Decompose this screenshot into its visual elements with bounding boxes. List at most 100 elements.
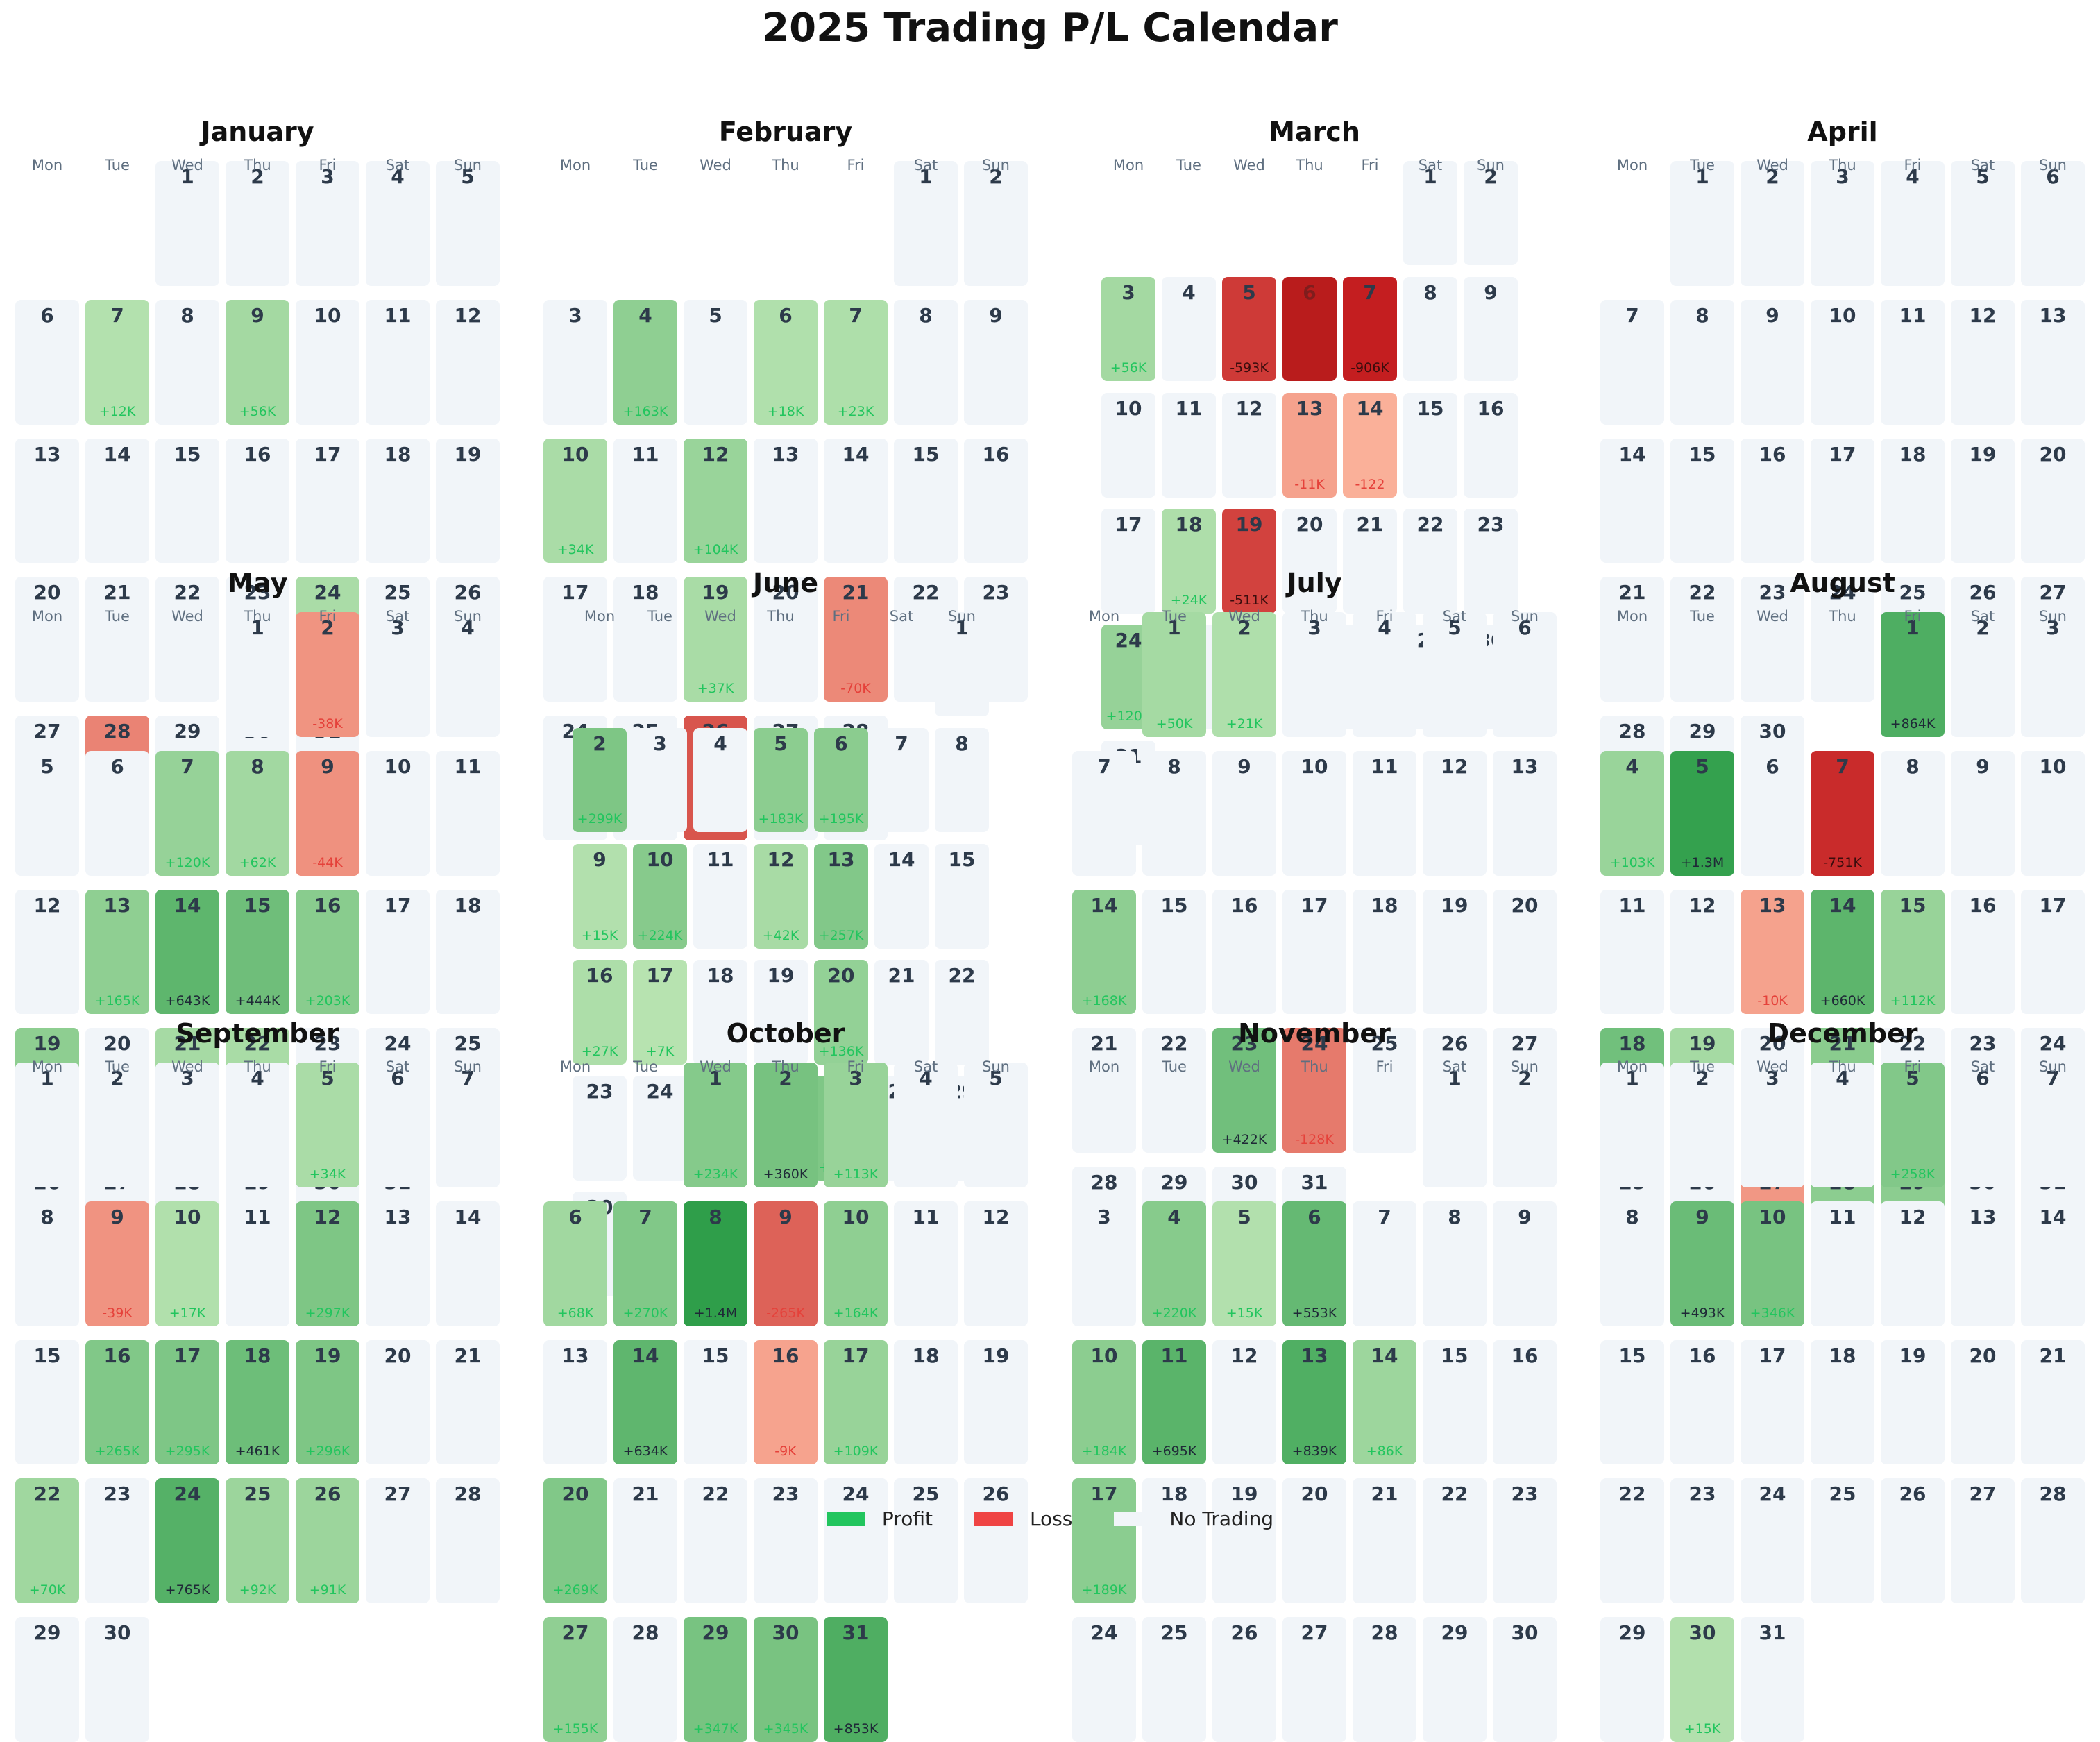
calendar-day-cell: 14 +168K — [1072, 889, 1136, 1015]
day-number: 14 — [1618, 442, 1646, 466]
day-number: 3 — [849, 1067, 863, 1090]
calendar-day-cell: 26 — [1881, 1478, 1945, 1604]
day-number: 2 — [1976, 616, 1990, 639]
calendar-day-cell: 1 — [1403, 161, 1457, 266]
calendar-day-cell: 19 — [1423, 889, 1487, 1015]
day-number: 1 — [1906, 616, 1920, 639]
weekday-label: Fri — [847, 1058, 865, 1075]
weekday-label: Sat — [1442, 608, 1467, 625]
day-number: 9 — [1765, 303, 1779, 327]
day-number: 12 — [1969, 303, 1997, 327]
weekday-label: Fri — [1904, 157, 1922, 174]
calendar-day-cell: 17 — [1811, 438, 1874, 564]
day-number: 18 — [912, 1344, 940, 1367]
calendar-day-cell: 25 +92K — [226, 1478, 289, 1604]
weekday-label: Sun — [2039, 157, 2067, 174]
day-number: 3 — [1307, 616, 1321, 639]
month-title: October — [726, 1018, 845, 1049]
day-number: 13 — [1296, 397, 1323, 421]
calendar-day-cell: 5 — [1951, 161, 2015, 286]
day-number: 23 — [1230, 1032, 1258, 1056]
calendar-day-cell: 12 — [15, 889, 79, 1015]
day-number: 21 — [103, 581, 131, 604]
calendar-day-cell: 19 — [436, 438, 500, 564]
calendar-day-cell: 9 — [1951, 750, 2015, 876]
weekday-label: Mon — [559, 157, 591, 174]
calendar-day-cell: 12 — [1212, 1339, 1276, 1465]
day-number: 24 — [842, 1482, 870, 1506]
calendar-day-cell: 12 +297K — [296, 1201, 359, 1326]
day-number: 10 — [1829, 303, 1856, 327]
day-number: 15 — [173, 442, 201, 466]
day-number: 3 — [1121, 281, 1135, 305]
day-number: 24 — [1829, 581, 1856, 604]
weekday-label: Tue — [647, 608, 672, 625]
month-title: July — [1287, 568, 1342, 598]
weekday-label: Fri — [1375, 608, 1394, 625]
weekday-label: Wed — [700, 1058, 731, 1075]
calendar-day-cell: 16 — [226, 438, 289, 564]
day-number: 26 — [314, 1482, 341, 1506]
calendar-day-cell: 27 — [366, 1478, 430, 1604]
calendar-day-cell: 14 -122 — [1343, 393, 1397, 498]
calendar-day-cell: 1 +864K — [1881, 612, 1945, 737]
day-number: 10 — [1090, 1344, 1118, 1367]
day-number: 17 — [1090, 1482, 1118, 1506]
day-number: 8 — [955, 732, 969, 756]
calendar-day-cell: 14 +660K — [1811, 889, 1874, 1015]
calendar-day-cell: 10 +164K — [824, 1201, 888, 1326]
calendar-day-cell: 11 — [1162, 393, 1216, 498]
weekday-label: Sat — [1970, 1058, 1995, 1075]
day-number: 8 — [709, 1205, 722, 1228]
calendar-day-cell: 25 — [1353, 1028, 1416, 1153]
weekday-label: Fri — [1904, 1058, 1922, 1075]
calendar-day-cell: 21 — [1072, 1028, 1136, 1153]
day-pnl-label: -128K — [1295, 1132, 1334, 1148]
day-number: 21 — [1829, 1032, 1856, 1056]
day-number: 1 — [955, 616, 969, 639]
day-number: 7 — [1363, 281, 1377, 305]
calendar-day-cell: 13 — [543, 1339, 607, 1465]
day-pnl-label: +165K — [94, 993, 140, 1009]
calendar-day-cell: 7 — [1600, 299, 1664, 425]
day-number: 29 — [33, 1621, 61, 1645]
calendar-day-cell: 1 — [226, 612, 289, 737]
weekday-label: Sat — [1970, 157, 1995, 174]
weekday-label: Mon — [1616, 1058, 1648, 1075]
day-number: 3 — [568, 303, 582, 327]
calendar-day-cell: 3 — [296, 161, 359, 286]
day-number: 11 — [1371, 754, 1398, 778]
calendar-day-cell: 5 — [1423, 612, 1487, 737]
day-number: 9 — [251, 303, 264, 327]
day-number: 6 — [1976, 1067, 1990, 1090]
day-number: 9 — [779, 1205, 793, 1228]
day-number: 19 — [1969, 442, 1997, 466]
day-number: 4 — [1167, 1205, 1181, 1228]
calendar-day-cell: 17 +189K — [1072, 1478, 1136, 1604]
calendar-day-cell: 8 — [1881, 750, 1945, 876]
calendar-day-cell: 11 — [1881, 299, 1945, 425]
calendar-day-cell: 4 — [1162, 277, 1216, 382]
calendar-day-cell: 16 — [1741, 438, 1804, 564]
day-number: 20 — [1511, 893, 1539, 917]
calendar-day-cell: 29 — [1600, 1617, 1664, 1742]
day-number: 2 — [989, 165, 1003, 188]
calendar-day-cell: 11 — [894, 1201, 958, 1326]
calendar-day-cell: 4 — [1881, 161, 1945, 286]
day-number: 17 — [1301, 893, 1328, 917]
day-number: 28 — [1618, 720, 1646, 743]
day-number: 16 — [772, 1344, 799, 1367]
calendar-day-cell: 15 — [1403, 393, 1457, 498]
calendar-day-cell: 18 — [1811, 1339, 1874, 1465]
calendar-day-cell: 4 — [226, 1063, 289, 1187]
day-number: 6 — [110, 754, 124, 778]
calendar-day-cell: 2 — [85, 1063, 149, 1187]
weekday-label: Sun — [1511, 1058, 1539, 1075]
day-number: 14 — [1829, 893, 1856, 917]
calendar-day-cell: 25 — [1142, 1617, 1206, 1742]
day-number: 4 — [638, 303, 652, 327]
calendar-day-cell: 18 — [1142, 1478, 1206, 1604]
calendar-day-cell: 9 -265K — [754, 1201, 818, 1326]
day-number: 30 — [772, 1621, 799, 1645]
day-number: 7 — [461, 1067, 475, 1090]
